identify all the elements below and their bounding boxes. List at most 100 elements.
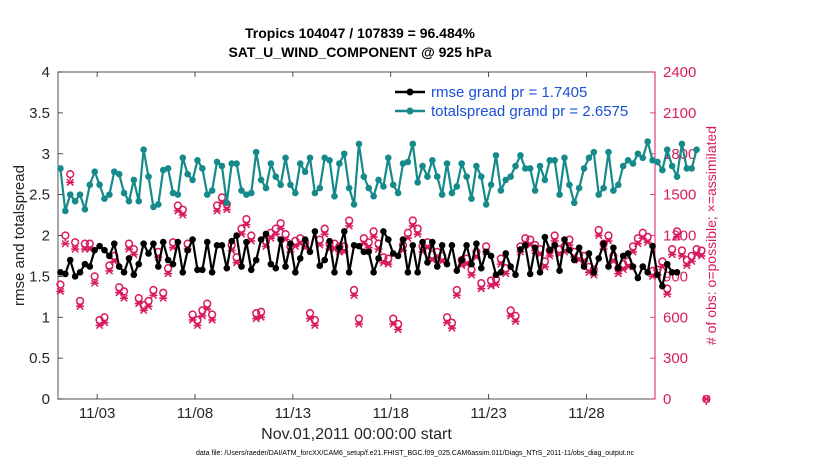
- rmse-point: [86, 263, 94, 270]
- rmse-point: [174, 238, 182, 246]
- totalspread-point: [101, 195, 108, 203]
- rmse-point: [140, 240, 147, 247]
- totalspread-point: [292, 189, 299, 197]
- left-tick-label: 2: [42, 228, 50, 245]
- rmse-point: [340, 228, 348, 235]
- rmse-point: [150, 240, 157, 247]
- rmse-point: [429, 238, 436, 246]
- totalspread-point: [218, 162, 226, 170]
- rmse-point: [409, 242, 417, 249]
- totalspread-point: [262, 184, 270, 192]
- rmse-point: [551, 242, 558, 249]
- obs-assimilated-point: [159, 294, 168, 302]
- left-tick-label: 0.5: [29, 350, 50, 367]
- totalspread-point: [585, 154, 593, 162]
- totalspread-point: [668, 162, 676, 170]
- rmse-point: [233, 232, 240, 239]
- rmse-point: [477, 264, 485, 272]
- rmse-point: [619, 252, 627, 260]
- totalspread-point: [76, 191, 84, 198]
- rmse-point: [316, 262, 324, 270]
- totalspread-point: [624, 156, 632, 164]
- rmse-point: [135, 260, 143, 268]
- left-tick-label: 3.5: [29, 105, 50, 122]
- plot-frame: [57, 71, 656, 400]
- totalspread-point: [62, 207, 69, 215]
- rmse-point: [96, 242, 103, 250]
- rmse-point: [101, 246, 108, 254]
- totalspread-point: [252, 148, 260, 156]
- right-tick-label: 2400: [663, 64, 696, 81]
- rmse-point: [130, 271, 138, 279]
- obs-assimilated-point: [452, 291, 461, 300]
- rmse-point: [336, 244, 343, 252]
- rmse-point: [125, 255, 133, 262]
- totalspread-point: [566, 181, 573, 189]
- rmse-point: [673, 268, 681, 276]
- rmse-point: [365, 248, 373, 256]
- totalspread-point: [306, 154, 314, 162]
- left-tick-label: 4: [42, 64, 50, 81]
- totalspread-point: [693, 146, 700, 153]
- legend-rmse-label: rmse grand pr = 1.7405: [431, 84, 587, 101]
- totalspread-point: [66, 191, 74, 198]
- totalspread-point: [125, 197, 133, 205]
- rmse-point: [600, 240, 607, 247]
- totalspread-point: [189, 176, 196, 184]
- totalspread-point: [541, 176, 549, 184]
- obs-assimilated-point: [198, 312, 207, 320]
- totalspread-point: [659, 166, 666, 174]
- obs-assimilated-point: [408, 222, 417, 230]
- rmse-point: [106, 252, 113, 260]
- totalspread-point: [389, 181, 397, 189]
- rmse-point: [404, 268, 412, 276]
- rmse-point: [590, 268, 598, 276]
- obs-assimilated-point: [310, 321, 319, 330]
- rmse-point: [556, 267, 563, 274]
- rmse-point: [159, 238, 167, 246]
- totalspread-point: [644, 138, 651, 145]
- rmse-point: [463, 242, 470, 249]
- rmse-point: [385, 236, 392, 243]
- x-tick-label: 11/28: [568, 405, 604, 422]
- totalspread-point: [600, 184, 607, 192]
- obs-assimilated-point: [491, 280, 500, 289]
- rmse-point: [213, 242, 221, 249]
- obs-assimilated-point: [697, 252, 706, 260]
- legend-spread-marker: [406, 107, 414, 115]
- obs-assimilated-point: [178, 211, 187, 219]
- obs-assimilated-point: [677, 252, 686, 260]
- rmse-point: [199, 266, 206, 274]
- totalspread-point: [115, 170, 123, 178]
- x-tick-label: 11/03: [79, 405, 115, 422]
- totalspread-point: [86, 181, 94, 189]
- legend-spread-label: totalspread grand pr = 2.6575: [431, 103, 628, 120]
- rmse-point: [492, 271, 500, 279]
- rmse-point: [536, 268, 544, 276]
- rmse-point: [531, 244, 539, 252]
- totalspread-point: [106, 191, 113, 198]
- obs-assimilated-point: [467, 271, 476, 279]
- totalspread-point: [380, 183, 387, 190]
- totalspread-point: [673, 173, 681, 180]
- obs-assimilated-point: [477, 284, 486, 293]
- obs-assimilated-point: [394, 325, 403, 334]
- totalspread-point: [570, 199, 578, 207]
- totalspread-point: [414, 179, 421, 186]
- rmse-point: [566, 246, 573, 254]
- rmse-point: [355, 242, 363, 250]
- totalspread-point: [120, 189, 128, 197]
- totalspread-point: [468, 195, 475, 203]
- obs-assimilated-point: [687, 257, 696, 266]
- obs-assimilated-point: [193, 321, 202, 330]
- totalspread-point: [233, 160, 240, 167]
- obs-possible-point: [354, 314, 364, 323]
- right-tick-label: 300: [663, 350, 688, 367]
- totalspread-point: [458, 160, 466, 167]
- rmse-point: [433, 263, 441, 270]
- totalspread-point: [150, 203, 157, 211]
- rmse-point: [76, 268, 84, 276]
- rmse-point: [91, 246, 99, 254]
- totalspread-point: [135, 197, 143, 205]
- rmse-point: [120, 268, 128, 276]
